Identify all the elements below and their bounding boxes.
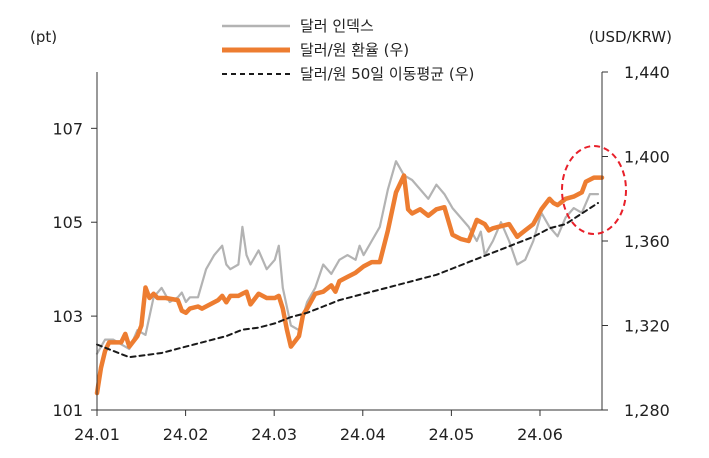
right-tick-label: 1,400 [624,148,670,167]
x-tick-label: 24.05 [428,425,474,444]
series-layer [94,160,605,396]
highlight-ellipse [561,145,627,235]
x-tick-label: 24.03 [251,425,297,444]
series-line-usdkrw-ma50 [96,202,599,359]
right-tick-label: 1,280 [624,401,670,420]
left-tick-label: 105 [52,213,83,232]
left-tick-label: 107 [52,119,83,138]
left-axis-unit-label: (pt) [30,28,57,46]
series-line-dollar-index [95,160,600,355]
x-tick-label: 24.04 [340,425,386,444]
left-tick-label: 101 [52,401,83,420]
legend-label-dollar-index: 달러 인덱스 [300,17,374,35]
legend-label-usdkrw-ma50: 달러/원 50일 이동평균 (우) [300,65,474,83]
x-tick-label: 24.02 [163,425,209,444]
x-tick-label: 24.01 [74,425,120,444]
legend-label-usdkrw: 달러/원 환율 (우) [300,41,409,59]
right-tick-label: 1,320 [624,317,670,336]
legend: 달러 인덱스 달러/원 환율 (우) 달러/원 50일 이동평균 (우) [222,17,474,83]
right-tick-label: 1,440 [624,63,670,82]
axes-layer: 101 103 105 107 1,280 1,320 1,360 1,400 1,440 24.… [52,63,669,444]
right-tick-label: 1,360 [624,232,670,251]
series-line-usdkrw [94,173,605,396]
x-tick-label: 24.06 [517,425,563,444]
annotation-layer [561,145,627,235]
right-axis-unit-label: (USD/KRW) [589,28,672,46]
left-tick-label: 103 [52,307,83,326]
